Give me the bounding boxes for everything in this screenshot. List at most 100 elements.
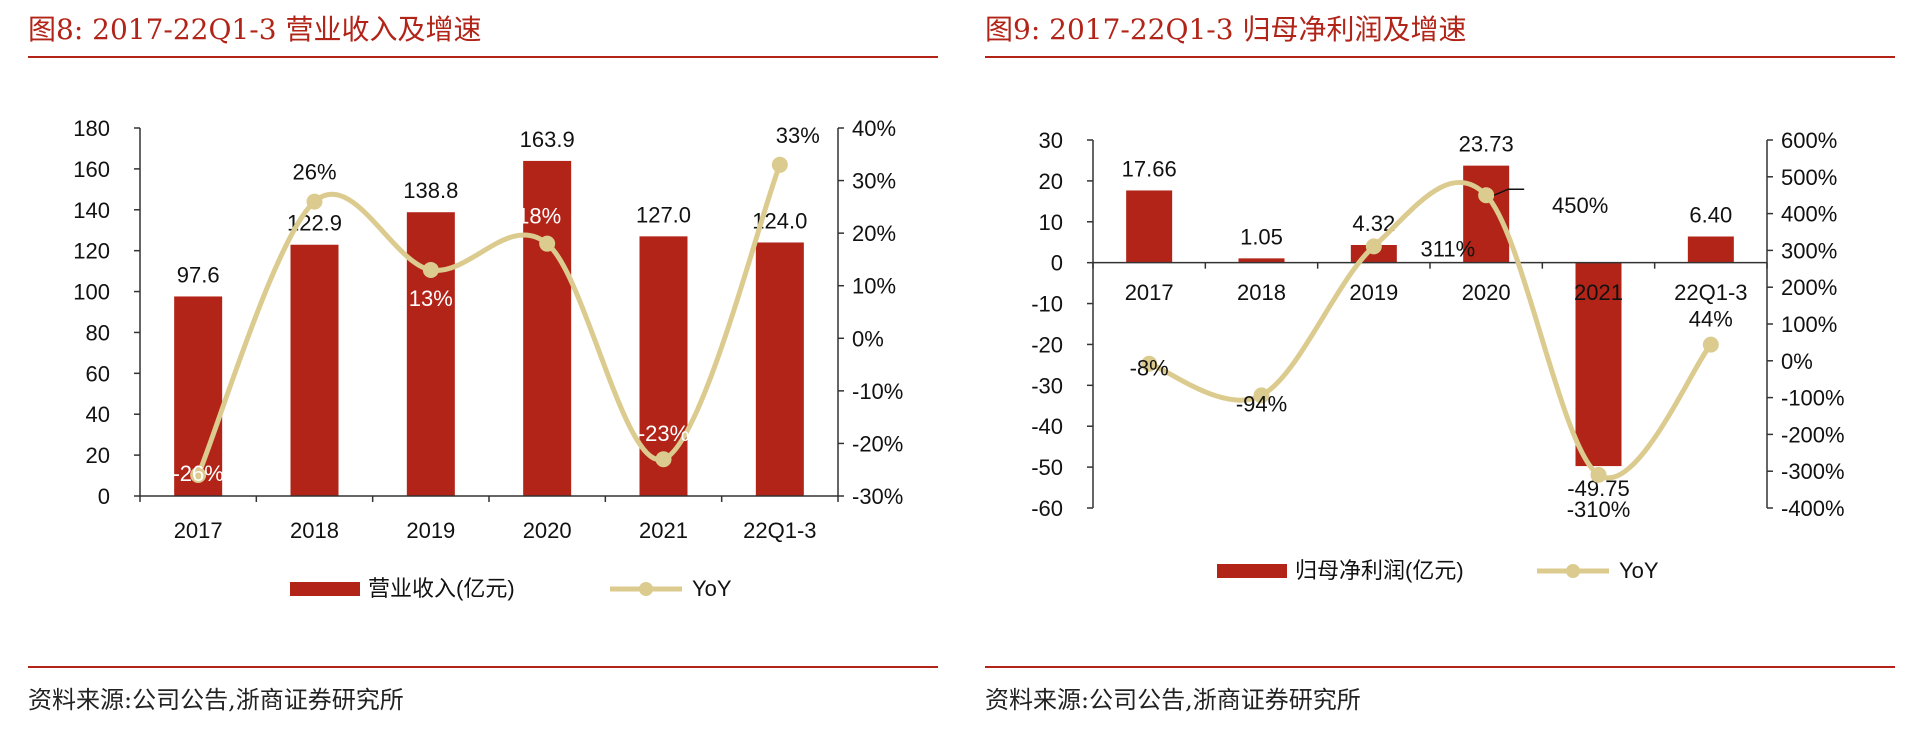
yoy-data-label: -23%	[638, 421, 689, 446]
source-note: 资料来源:公司公告,浙商证券研究所	[985, 686, 1361, 714]
left-axis-tick-label: 100	[73, 280, 110, 305]
right-axis-tick-label: -10%	[852, 379, 903, 404]
left-axis-tick-label: -40	[1031, 414, 1063, 439]
source-rule	[28, 666, 938, 668]
right-axis-tick-label: -200%	[1781, 422, 1845, 447]
yoy-data-label: -26%	[172, 461, 223, 486]
left-axis-tick-label: 80	[86, 320, 110, 345]
yoy-data-label: -94%	[1236, 391, 1287, 416]
left-axis-tick-label: -30	[1031, 373, 1063, 398]
left-axis-tick-label: 20	[1039, 169, 1063, 194]
left-axis-tick-label: -60	[1031, 496, 1063, 521]
yoy-point	[1702, 336, 1719, 353]
yoy-data-label: 18%	[517, 204, 561, 229]
legend-line-label: YoY	[1619, 558, 1659, 583]
x-axis-tick-label: 2021	[639, 518, 688, 543]
yoy-point	[1253, 387, 1270, 404]
yoy-point	[771, 156, 788, 173]
right-axis-tick-label: 0%	[852, 326, 884, 351]
right-axis-tick-label: 40%	[852, 116, 896, 141]
left-axis-tick-label: 180	[73, 116, 110, 141]
title-rule	[985, 56, 1895, 58]
source-note: 资料来源:公司公告,浙商证券研究所	[28, 686, 404, 714]
yoy-point	[1478, 187, 1495, 204]
yoy-point	[306, 193, 323, 210]
yoy-line	[1148, 180, 1713, 481]
left-axis-tick-label: 0	[1051, 251, 1063, 276]
profit-panel: 图9: 2017-22Q1-3 归母净利润及增速 -60 -50 -40 -30 -20…	[957, 0, 1914, 746]
bar-data-label: 1.05	[1240, 224, 1283, 249]
legend-line-marker	[639, 582, 653, 596]
legend-bar-swatch	[290, 582, 360, 596]
figure-title: 图9: 2017-22Q1-3 归母净利润及增速	[985, 13, 1467, 46]
left-axis-tick-label: 0	[98, 484, 110, 509]
yoy-point	[1365, 238, 1382, 255]
bar-data-label: 23.73	[1459, 132, 1514, 157]
yoy-data-label: 450%	[1552, 193, 1608, 218]
right-axis-tick-label: -300%	[1781, 459, 1845, 484]
right-axis-tick-label: 500%	[1781, 165, 1837, 190]
left-axis-tick-label: -20	[1031, 332, 1063, 357]
right-axis-tick-label: 200%	[1781, 275, 1837, 300]
left-axis-tick-label: 40	[86, 402, 110, 427]
left-axis-tick-label: 160	[73, 157, 110, 182]
left-axis-tick-label: 20	[86, 443, 110, 468]
yoy-data-label: -310%	[1567, 497, 1631, 522]
bar-data-label: 17.66	[1122, 156, 1177, 181]
bar	[755, 242, 804, 496]
x-axis-tick-label: 2017	[1125, 280, 1174, 305]
x-axis-tick-label: 2020	[523, 518, 572, 543]
legend-bar-label: 营业收入(亿元)	[368, 576, 515, 601]
bar	[174, 296, 223, 496]
yoy-data-label: 13%	[409, 286, 453, 311]
x-axis-tick-label: 2018	[290, 518, 339, 543]
revenue-panel: 图8: 2017-22Q1-3 营业收入及增速 0 20 40 60 80 100 120 1…	[28, 13, 938, 714]
yoy-point	[190, 466, 207, 483]
right-axis-tick-label: 100%	[1781, 312, 1837, 337]
right-axis-tick-label: 400%	[1781, 202, 1837, 227]
left-axis-tick-label: 10	[1039, 210, 1063, 235]
bar	[290, 244, 339, 496]
right-axis-tick-label: 20%	[852, 221, 896, 246]
yoy-data-label: 33%	[776, 123, 820, 148]
left-axis-tick-label: -10	[1031, 292, 1063, 317]
bar-data-label: 127.0	[636, 202, 691, 227]
yoy-line	[195, 163, 783, 476]
legend-line-marker	[1566, 564, 1580, 578]
yoy-label-leader	[1493, 188, 1525, 196]
left-axis-tick-label: 60	[86, 361, 110, 386]
x-axis-tick-label: 22Q1-3	[1674, 280, 1747, 305]
right-axis-tick-label: 300%	[1781, 238, 1837, 263]
bar	[1687, 236, 1734, 263]
yoy-data-label: -8%	[1130, 356, 1169, 381]
left-axis-tick-label: 120	[73, 239, 110, 264]
profit-chart: -60 -50 -40 -30 -20 -10 0 10 20 30 -400% -300% -200%…	[1031, 128, 1845, 583]
legend-bar-label: 归母净利润(亿元)	[1295, 558, 1464, 583]
yoy-point	[1590, 466, 1607, 483]
right-axis-tick-label: -100%	[1781, 386, 1845, 411]
right-axis-tick-label: 0%	[1781, 349, 1813, 374]
title-rule	[28, 56, 938, 58]
right-axis-tick-label: -400%	[1781, 496, 1845, 521]
left-axis-tick-label: -50	[1031, 455, 1063, 480]
right-axis-tick-label: 10%	[852, 274, 896, 299]
x-axis-tick-label: 2020	[1462, 280, 1511, 305]
bar-data-label: 138.8	[403, 178, 458, 203]
yoy-data-label: 44%	[1689, 307, 1733, 332]
left-axis-tick-label: 30	[1039, 128, 1063, 153]
right-axis-tick-label: -20%	[852, 431, 903, 456]
bar-data-label: 97.6	[177, 262, 220, 287]
yoy-point	[539, 235, 556, 252]
bar	[1575, 262, 1622, 467]
x-axis-tick-label: 2019	[406, 518, 455, 543]
right-axis-tick-label: -30%	[852, 484, 903, 509]
right-axis-tick-label: 30%	[852, 169, 896, 194]
x-axis-tick-label: 2017	[174, 518, 223, 543]
bar	[1126, 190, 1173, 263]
bar-data-label: 6.40	[1689, 202, 1732, 227]
yoy-data-label: 26%	[292, 160, 336, 185]
bar	[406, 212, 455, 496]
x-axis-tick-label: 2021	[1574, 280, 1623, 305]
bar	[1463, 165, 1510, 263]
x-axis-tick-label: 2019	[1349, 280, 1398, 305]
